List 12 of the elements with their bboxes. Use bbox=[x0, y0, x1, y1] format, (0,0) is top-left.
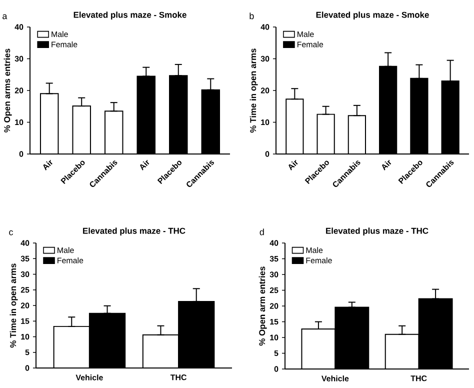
y-axis-title: % Time in open arms bbox=[250, 48, 258, 133]
y-axis-title: % Time in open arms bbox=[10, 264, 18, 348]
text: a bbox=[2, 14, 8, 20]
chart-title: Elevated plus maze - THC bbox=[326, 228, 428, 236]
chart-title: Elevated plus maze - Smoke bbox=[316, 12, 429, 20]
chart-title: Elevated plus maze - THC bbox=[83, 228, 186, 236]
text: c bbox=[9, 230, 14, 236]
y-axis-title: % Open arm entries bbox=[258, 266, 267, 346]
text: d bbox=[260, 228, 264, 236]
chart-title: Elevated plus maze - Smoke bbox=[74, 12, 186, 20]
text: b bbox=[250, 12, 254, 20]
y-axis-title: % Open arms entries bbox=[4, 48, 12, 132]
